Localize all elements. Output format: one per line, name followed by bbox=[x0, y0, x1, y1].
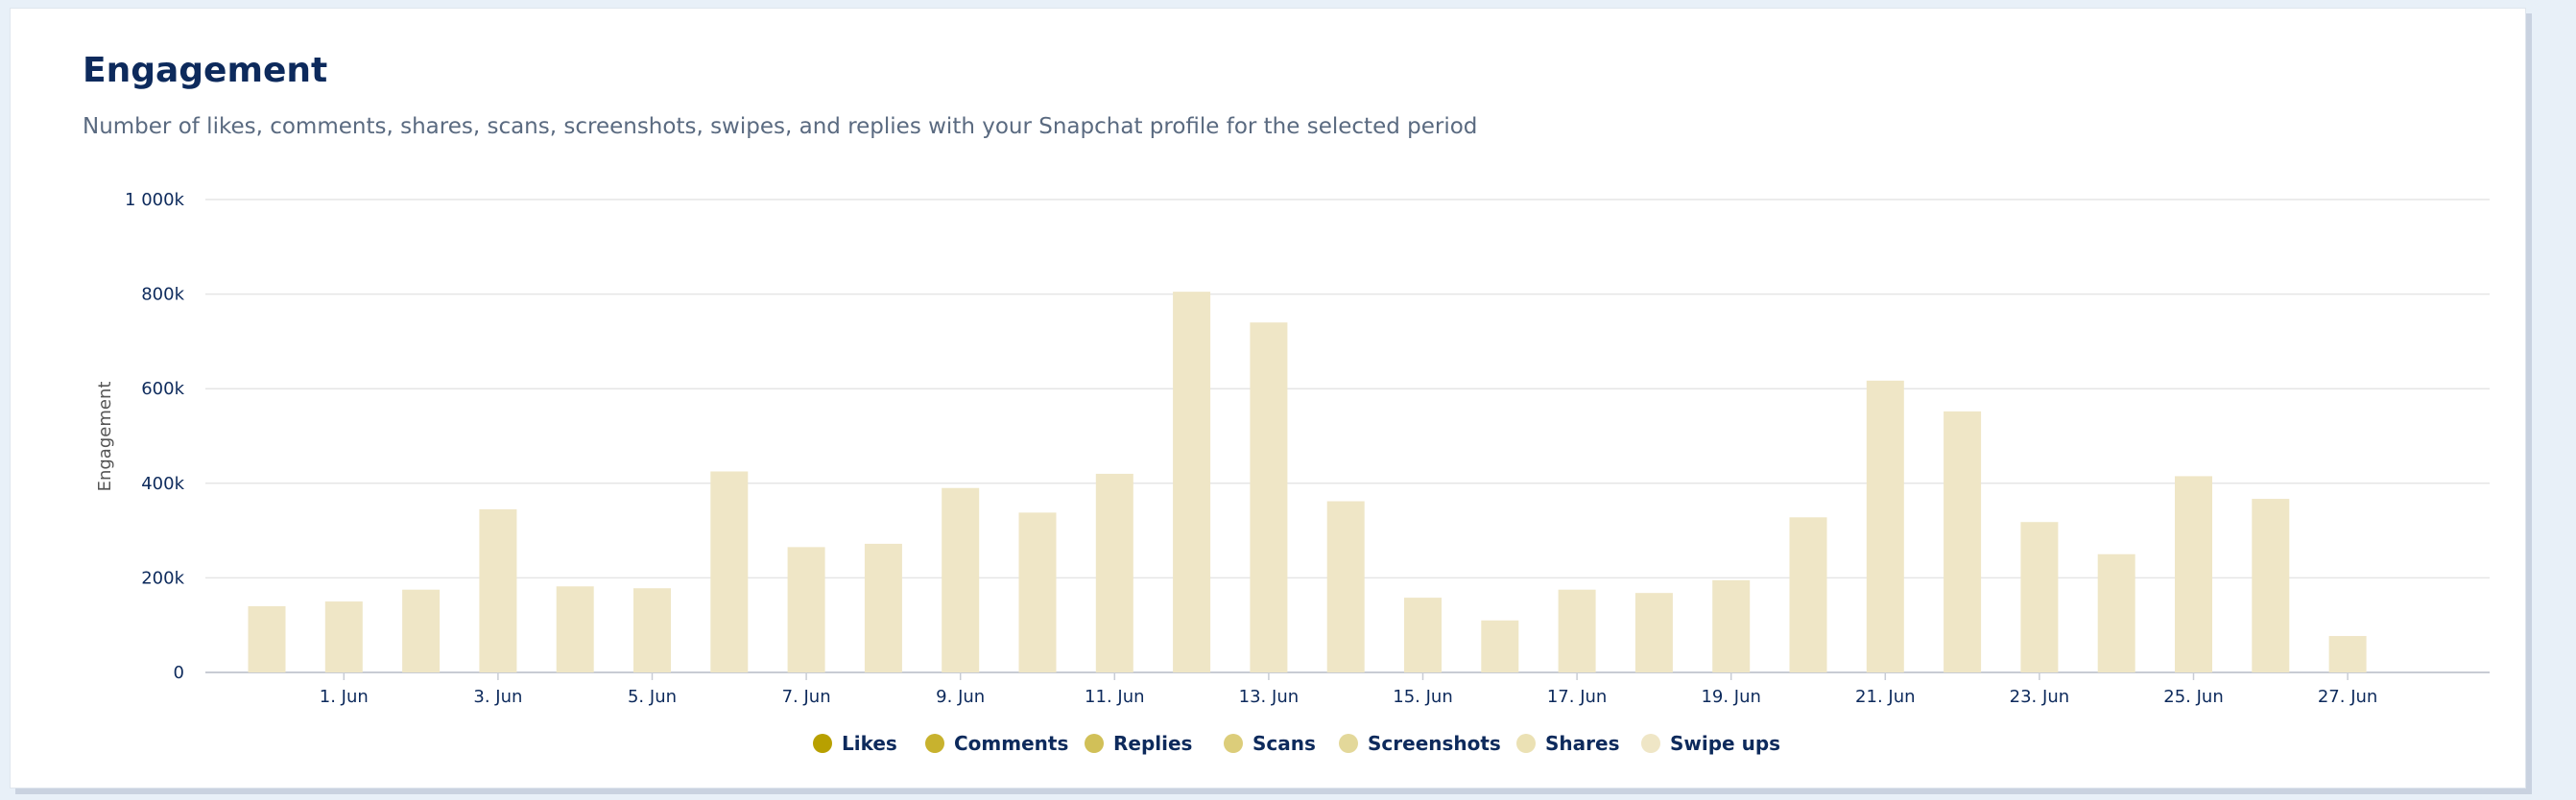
x-tick-label: 27. Jun bbox=[2318, 687, 2377, 707]
x-tick-label: 19. Jun bbox=[1701, 687, 1760, 707]
bar-swipe-ups[interactable] bbox=[402, 589, 441, 672]
bar-swipe-ups[interactable] bbox=[1558, 589, 1596, 672]
card-subtitle: Number of likes, comments, shares, scans… bbox=[83, 114, 1478, 139]
bar-swipe-ups[interactable] bbox=[1481, 620, 1519, 672]
legend-item-replies[interactable]: Replies bbox=[1085, 732, 1192, 755]
x-tick-label: 15. Jun bbox=[1393, 687, 1452, 707]
bar-swipe-ups[interactable] bbox=[633, 588, 671, 672]
legend-item-screenshots[interactable]: Screenshots bbox=[1339, 732, 1501, 755]
y-tick-label: 1 000k bbox=[125, 190, 185, 210]
bar-swipe-ups[interactable] bbox=[324, 601, 363, 672]
x-tick-label: 17. Jun bbox=[1547, 687, 1607, 707]
legend-label: Likes bbox=[842, 732, 897, 755]
legend-swatch bbox=[1339, 734, 1358, 753]
bar-swipe-ups[interactable] bbox=[1866, 380, 1904, 672]
bar-swipe-ups[interactable] bbox=[1326, 501, 1365, 672]
bar-swipe-ups[interactable] bbox=[864, 543, 902, 672]
bar-swipe-ups[interactable] bbox=[1944, 411, 1982, 672]
legend-swatch bbox=[813, 734, 832, 753]
legend-item-swipe-ups[interactable]: Swipe ups bbox=[1641, 732, 1780, 755]
chart-legend: Likes Comments Replies Scans Screenshots Shar… bbox=[813, 732, 1780, 755]
x-tick-label: 3. Jun bbox=[473, 687, 522, 707]
legend-item-scans[interactable]: Scans bbox=[1224, 732, 1316, 755]
card-title: Engagement bbox=[83, 51, 328, 90]
bar-swipe-ups[interactable] bbox=[1404, 598, 1442, 672]
y-axis-ticks: 0 200k 400k 600k 800k 1 000k bbox=[125, 190, 185, 683]
bar-swipe-ups[interactable] bbox=[2175, 476, 2212, 672]
legend-swatch bbox=[1641, 734, 1660, 753]
bar-swipe-ups[interactable] bbox=[1634, 593, 1673, 672]
x-tick-label: 21. Jun bbox=[1855, 687, 1915, 707]
legend-label: Replies bbox=[1113, 732, 1192, 755]
legend-label: Comments bbox=[954, 732, 1068, 755]
legend-label: Screenshots bbox=[1368, 732, 1501, 755]
chart-bars bbox=[248, 292, 2367, 672]
bar-swipe-ups[interactable] bbox=[1173, 292, 1211, 672]
x-tick-label: 5. Jun bbox=[628, 687, 677, 707]
bar-swipe-ups[interactable] bbox=[710, 471, 749, 672]
x-tick-label: 9. Jun bbox=[936, 687, 985, 707]
legend-item-comments[interactable]: Comments bbox=[925, 732, 1068, 755]
legend-item-likes[interactable]: Likes bbox=[813, 732, 897, 755]
legend-item-shares[interactable]: Shares bbox=[1516, 732, 1619, 755]
bar-swipe-ups[interactable] bbox=[2328, 636, 2367, 672]
legend-label: Swipe ups bbox=[1670, 732, 1780, 755]
x-tick-label: 7. Jun bbox=[782, 687, 831, 707]
bar-swipe-ups[interactable] bbox=[787, 547, 825, 672]
legend-swatch bbox=[1224, 734, 1243, 753]
bar-swipe-ups[interactable] bbox=[1789, 517, 1827, 672]
bar-swipe-ups[interactable] bbox=[1095, 473, 1133, 672]
legend-swatch bbox=[1516, 734, 1536, 753]
bar-swipe-ups[interactable] bbox=[1018, 512, 1057, 672]
bar-swipe-ups[interactable] bbox=[1712, 579, 1751, 672]
x-tick-label: 1. Jun bbox=[320, 687, 369, 707]
x-tick-label: 13. Jun bbox=[1239, 687, 1299, 707]
x-tick-label: 25. Jun bbox=[2163, 687, 2223, 707]
bar-swipe-ups[interactable] bbox=[556, 586, 594, 672]
y-tick-label: 800k bbox=[141, 285, 184, 305]
bar-swipe-ups[interactable] bbox=[2097, 553, 2135, 672]
x-tick-label: 11. Jun bbox=[1085, 687, 1144, 707]
y-tick-label: 0 bbox=[174, 663, 184, 683]
bar-swipe-ups[interactable] bbox=[479, 508, 517, 672]
bar-swipe-ups[interactable] bbox=[248, 605, 286, 672]
x-axis-ticks: 1. Jun 3. Jun 5. Jun 7. Jun 9. Jun 11. Jun 13.… bbox=[320, 672, 2377, 707]
legend-label: Scans bbox=[1252, 732, 1316, 755]
bar-swipe-ups[interactable] bbox=[2252, 499, 2290, 672]
bar-swipe-ups[interactable] bbox=[942, 487, 980, 672]
y-tick-label: 400k bbox=[141, 474, 184, 494]
bar-swipe-ups[interactable] bbox=[2020, 522, 2059, 672]
y-tick-label: 200k bbox=[141, 568, 184, 588]
legend-swatch bbox=[925, 734, 944, 753]
legend-swatch bbox=[1085, 734, 1104, 753]
y-axis-label: Engagement bbox=[95, 382, 115, 492]
legend-label: Shares bbox=[1545, 732, 1619, 755]
x-tick-label: 23. Jun bbox=[2010, 687, 2069, 707]
bar-swipe-ups[interactable] bbox=[1250, 322, 1288, 672]
y-tick-label: 600k bbox=[141, 379, 184, 399]
